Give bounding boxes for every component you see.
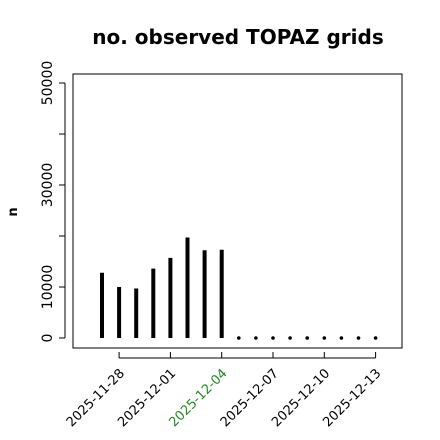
y-tick-label: 0: [40, 334, 56, 343]
plot-frame: [72, 73, 403, 349]
zero-point: [373, 336, 378, 340]
zero-point: [271, 336, 275, 340]
y-tick-label: 10000: [40, 265, 56, 310]
zero-point: [305, 336, 310, 340]
zero-point: [356, 336, 361, 340]
y-tick-label: 50000: [40, 61, 56, 106]
zero-point: [237, 336, 241, 340]
zero-point: [339, 336, 344, 340]
y-tick-label: 30000: [40, 163, 56, 208]
zero-point: [288, 336, 292, 340]
bars: [100, 237, 378, 340]
chart-title: no. observed TOPAZ grids: [92, 25, 383, 49]
y-axis: 0 10000 30000 50000: [40, 61, 66, 343]
x-axis: 2025-11-282025-12-012025-12-042025-12-07…: [64, 352, 384, 430]
zero-point: [254, 336, 258, 340]
y-axis-label: n: [6, 207, 21, 216]
zero-point: [322, 336, 327, 340]
